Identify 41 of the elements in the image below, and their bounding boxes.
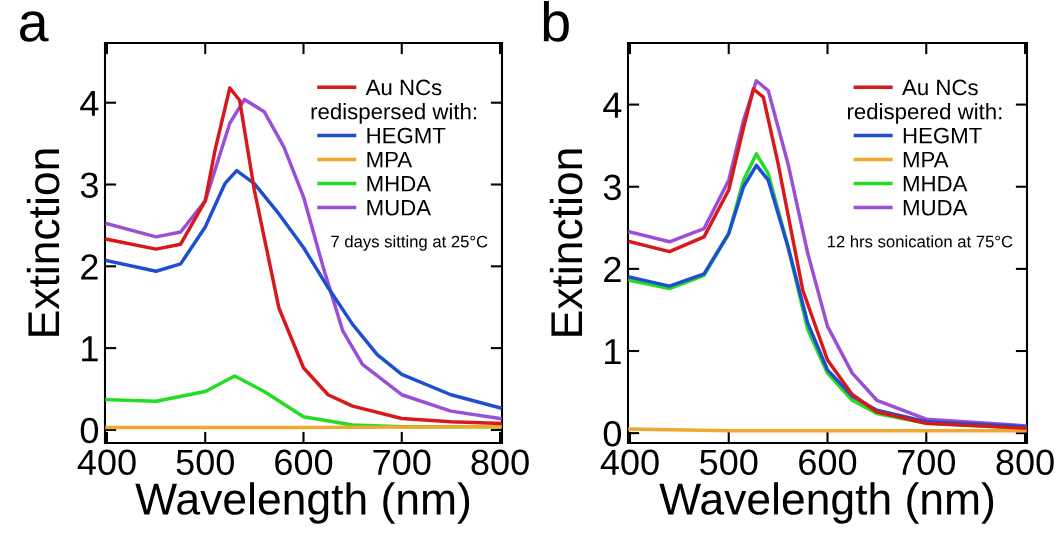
x-tick-label: 600 (275, 449, 333, 476)
legend-label: Au NCs (365, 79, 442, 96)
legend-label: MPA (903, 151, 949, 168)
x-tick-label: 700 (897, 449, 955, 476)
x-tick-label: 600 (799, 449, 857, 476)
legend-label: Au NCs (902, 79, 978, 96)
y-tick-label: 1 (82, 336, 98, 362)
annotation: 7 days sitting at 25°C (331, 235, 488, 251)
legend-label: HEGMT (367, 127, 446, 144)
y-tick-label: 2 (604, 256, 621, 282)
x-axis-title: Wavelength (nm) (659, 482, 994, 524)
y-tick-label: 0 (603, 421, 622, 447)
legend-label: MHDA (367, 176, 432, 192)
text: a (20, 11, 49, 42)
y-axis-title: Extinction (26, 149, 60, 336)
y-tick-label: 4 (603, 92, 622, 118)
x-tick-label: 500 (176, 449, 234, 476)
x-tick-label: 800 (471, 449, 529, 476)
annotation: redispersed with: (311, 103, 477, 124)
x-tick-label: 400 (600, 449, 659, 476)
annotation: 12 hrs sonication at 75°C (827, 235, 1013, 248)
x-tick-label: 800 (996, 449, 1054, 476)
x-tick-label: 400 (77, 449, 136, 476)
y-tick-label: 3 (603, 174, 621, 201)
legend-label: HEGMT (903, 127, 982, 144)
legend-label: MHDA (903, 176, 968, 192)
x-axis-title: Wavelength (nm) (135, 482, 470, 524)
legend-label: MUDA (367, 200, 432, 216)
x-tick-label: 500 (700, 449, 758, 476)
annotation: redispered with: (847, 103, 1002, 124)
legend-label: MUDA (903, 200, 968, 216)
text: b (543, 1, 569, 42)
x-tick-label: 700 (373, 449, 431, 476)
legend-label: MPA (367, 151, 413, 168)
y-tick-label: 3 (80, 172, 98, 198)
y-tick-label: 4 (80, 90, 99, 116)
y-tick-label: 0 (80, 417, 99, 444)
line-series (105, 168, 502, 410)
y-tick-label: 1 (605, 339, 621, 365)
y-axis-title: Extinction (549, 149, 583, 336)
y-tick-label: 2 (81, 254, 98, 280)
